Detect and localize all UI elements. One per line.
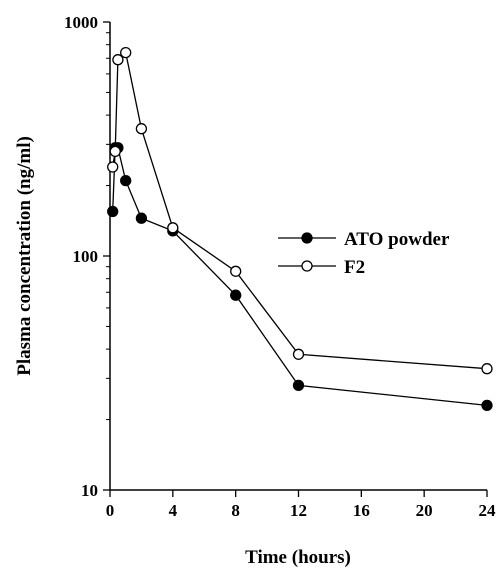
x-tick-label: 8 (231, 501, 240, 520)
x-tick-label: 16 (353, 501, 370, 520)
y-tick-label: 100 (73, 247, 99, 266)
x-tick-label: 20 (416, 501, 433, 520)
series-line-ato-powder (112, 147, 488, 407)
legend-label-ato-powder: ATO powder (344, 229, 450, 250)
data-point-ato-powder (481, 399, 493, 412)
ticks: 0 4 8 12 16 20 24 10 100 1000 (64, 13, 496, 520)
data-point-f2 (135, 123, 148, 135)
y-tick-label: 10 (81, 481, 98, 500)
y-tick-label: 1000 (64, 13, 98, 32)
series-line-f2 (112, 51, 488, 370)
x-tick-label: 4 (169, 501, 178, 520)
series-layer (107, 46, 493, 412)
data-point-ato-powder (120, 174, 132, 187)
data-point-f2 (107, 161, 119, 173)
data-point-f2 (167, 222, 179, 234)
legend-marker-f2 (301, 260, 313, 272)
data-point-f2 (112, 54, 124, 66)
data-point-f2 (120, 46, 132, 59)
axes (109, 22, 487, 491)
legend: ATO powder F2 (278, 229, 450, 278)
x-tick-label: 12 (290, 501, 307, 520)
data-point-ato-powder (107, 205, 119, 218)
data-point-ato-powder (230, 289, 242, 301)
x-tick-label: 24 (479, 501, 497, 520)
x-tick-label: 0 (106, 501, 115, 520)
data-point-f2 (230, 265, 242, 277)
data-point-ato-powder (292, 379, 305, 392)
data-point-f2 (481, 363, 493, 375)
data-point-f2 (292, 348, 305, 360)
data-point-f2 (109, 145, 121, 158)
x-axis-title: Time (hours) (245, 547, 351, 568)
legend-marker-ato-powder (301, 232, 313, 244)
y-axis-title: Plasma concentration (ng/ml) (14, 136, 35, 376)
data-point-ato-powder (135, 212, 148, 224)
legend-label-f2: F2 (344, 257, 365, 278)
